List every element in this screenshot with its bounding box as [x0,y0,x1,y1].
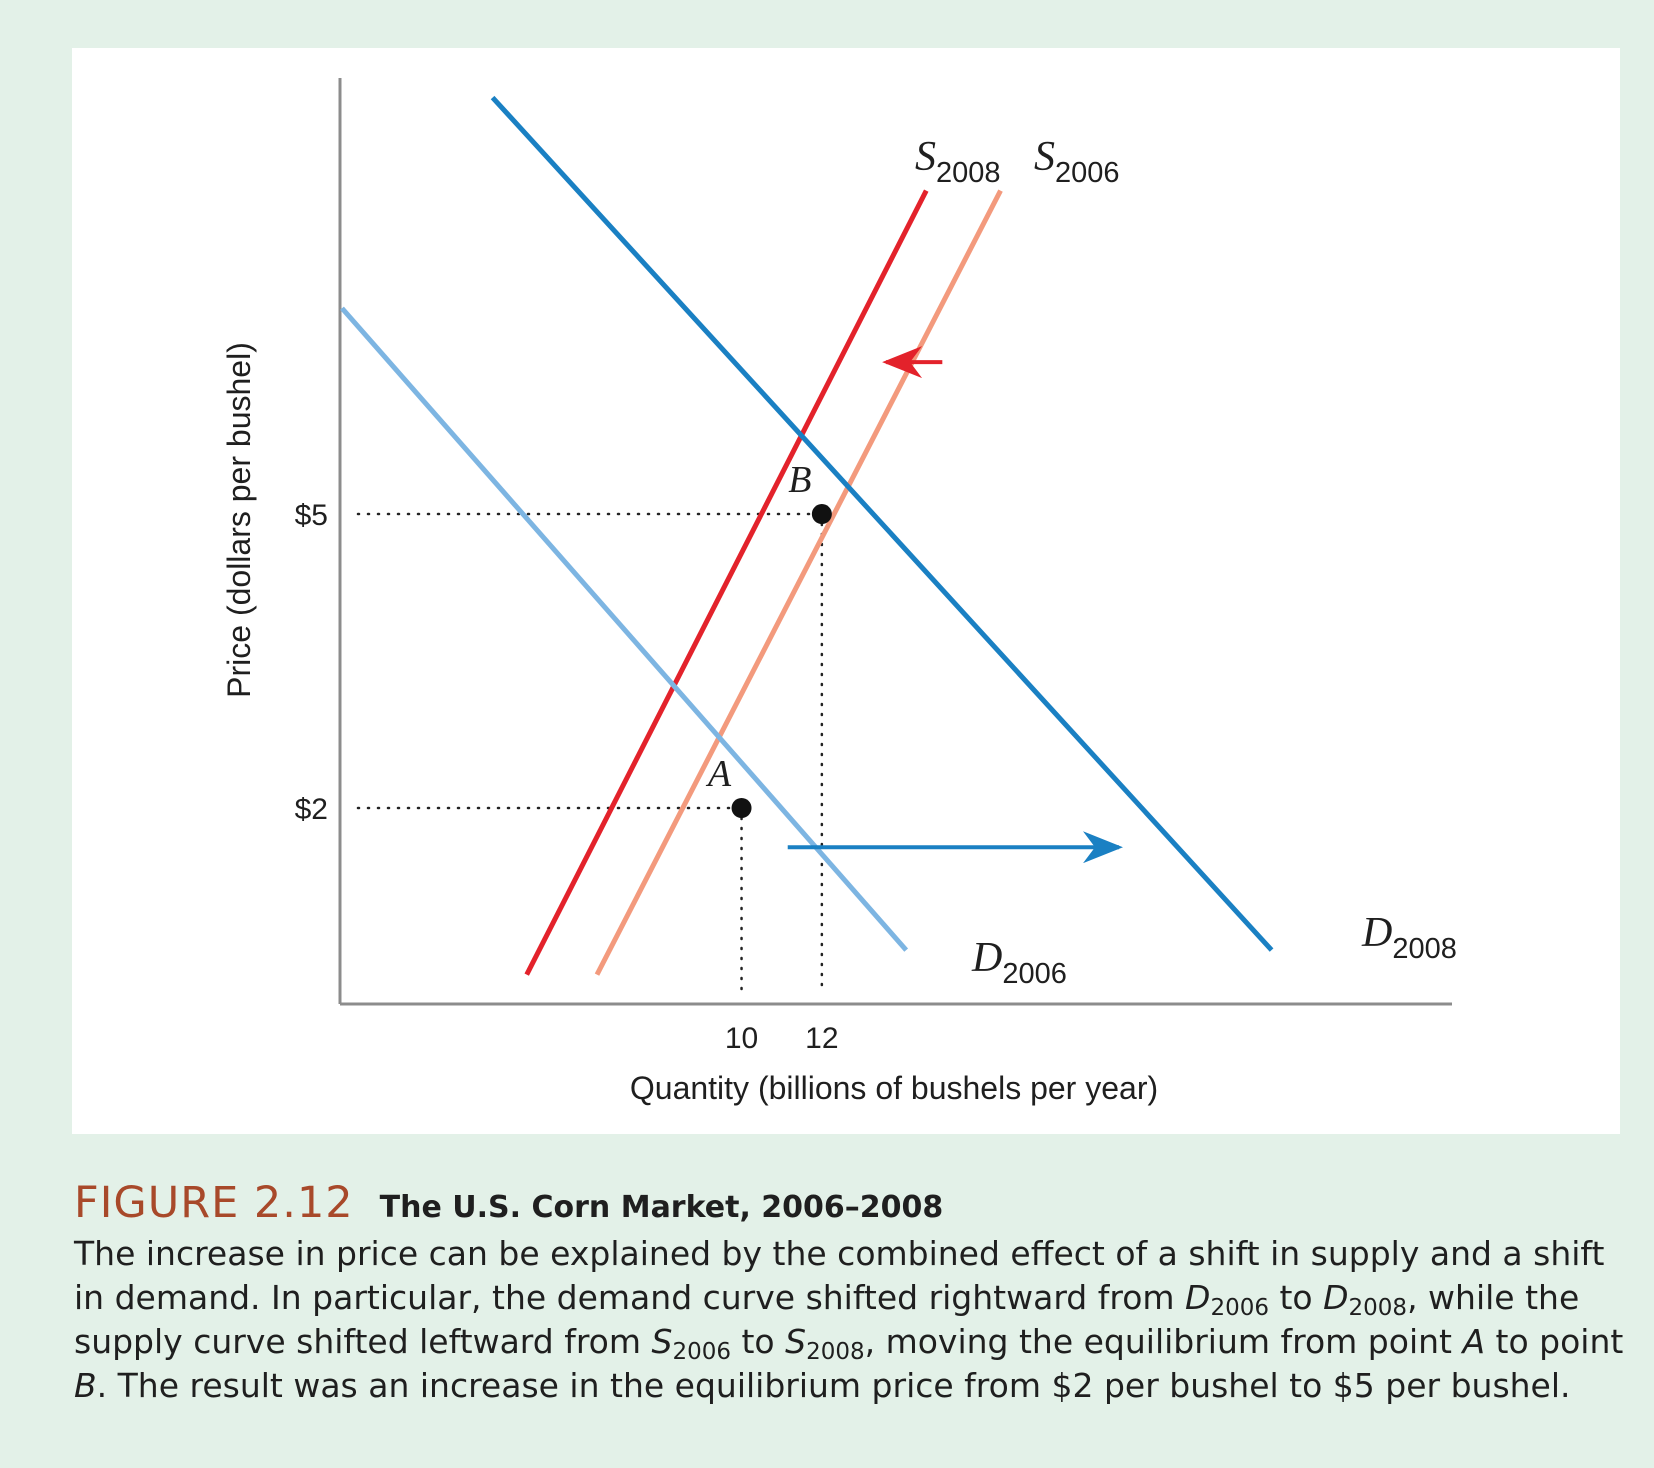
supply-demand-chart: A B 10 12 $2 $5 Quantity (billions of bushels … [221,78,1457,1106]
chart-panel: A B 10 12 $2 $5 Quantity (billions of bushels … [72,48,1620,1134]
y-tick-2: $2 [295,793,328,826]
curve-s2006 [594,189,1003,976]
point-b [811,504,832,525]
curve-d2008 [490,95,1274,952]
y-axis-label: Price (dollars per bushel) [221,342,257,698]
x-tick-10: 10 [725,1022,758,1055]
y-tick-5: $5 [295,499,328,532]
point-label-a: A [705,753,732,795]
figure-title: The U.S. Corn Market, 2006–2008 [379,1190,944,1225]
x-tick-12: 12 [805,1022,838,1055]
figure-number: FIGURE 2.12 [74,1178,354,1228]
curve-label-d2006: D2006 [971,935,1067,990]
figure-caption: FIGURE 2.12 The U.S. Corn Market, 2006–2… [74,1178,1634,1408]
figure-description: The increase in price can be explained b… [74,1234,1624,1405]
curve-d2006 [340,306,909,952]
x-axis-label: Quantity (billions of bushels per year) [630,1070,1158,1106]
point-label-b: B [788,459,811,501]
curve-s2008 [524,189,929,976]
curve-label-s2006: S2006 [1034,134,1120,189]
curve-label-d2008: D2008 [1361,910,1457,965]
point-a [731,798,752,819]
curve-label-s2008: S2008 [915,134,1001,189]
